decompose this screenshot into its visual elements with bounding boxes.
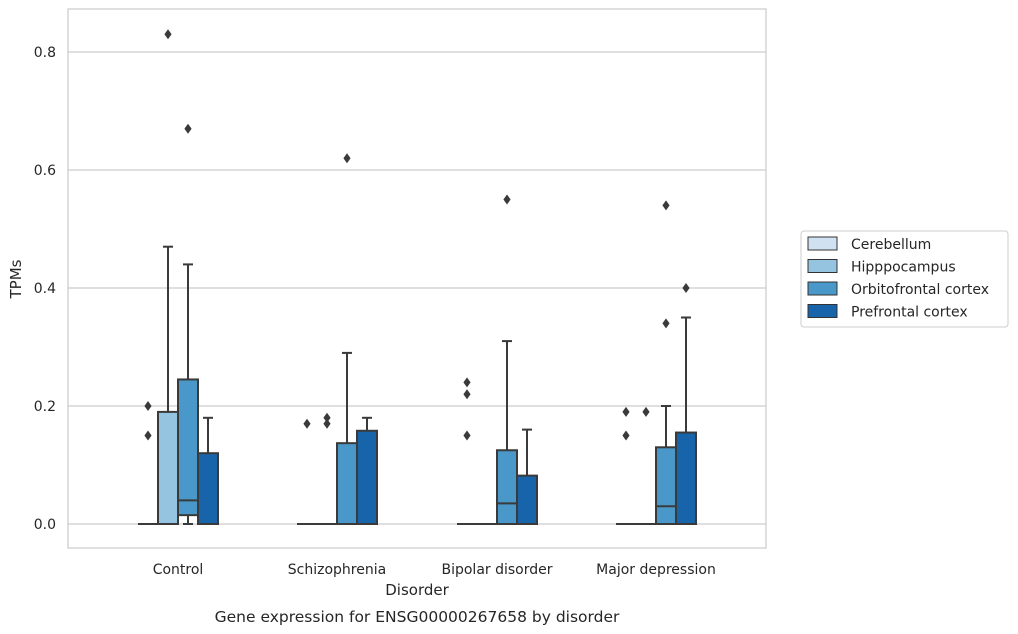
- y-tick-label: 0.4: [34, 281, 56, 297]
- box-orbitofrontal-cortex: [336, 153, 358, 526]
- outlier-point: [503, 194, 511, 205]
- outlier-point: [343, 153, 351, 164]
- box-cerebellum: [457, 377, 477, 525]
- outlier-point: [144, 430, 152, 441]
- box-iqr: [336, 442, 358, 526]
- legend-label: Prefrontal cortex: [851, 305, 968, 321]
- outlier-point: [622, 406, 630, 417]
- x-tick-labels: Control Schizophrenia Bipolar disorder Majo…: [153, 562, 716, 578]
- box-orbitofrontal-cortex: [655, 200, 677, 525]
- box-prefrontal-cortex: [516, 428, 538, 525]
- outlier-point: [463, 389, 471, 400]
- outlier-point: [463, 430, 471, 441]
- outlier-point: [184, 123, 192, 134]
- legend: Cerebellum Hipppocampus Orbitofrontal cort…: [800, 230, 1009, 328]
- box-prefrontal-cortex: [675, 283, 697, 525]
- outlier-point: [323, 418, 331, 429]
- legend-label: Cerebellum: [851, 237, 931, 253]
- box-hipppocampus: [317, 412, 337, 525]
- y-tick-labels: 0.0 0.2 0.4 0.6 0.8: [34, 45, 56, 533]
- box-cerebellum: [297, 418, 317, 525]
- outlier-point: [144, 401, 152, 411]
- box-iqr: [177, 378, 199, 517]
- outlier-point: [303, 418, 311, 429]
- figure-caption: Gene expression for ENSG00000267658 by d…: [215, 608, 620, 626]
- box-iqr: [356, 429, 378, 525]
- box-prefrontal-cortex: [356, 416, 378, 525]
- x-tick-label: Major depression: [596, 562, 716, 578]
- box-cerebellum: [616, 406, 636, 525]
- x-tick-label: Control: [153, 562, 204, 578]
- outlier-point: [323, 412, 331, 423]
- box-iqr: [157, 410, 179, 525]
- y-tick-label: 0.6: [34, 163, 56, 179]
- x-tick-label: Schizophrenia: [288, 562, 386, 578]
- box-iqr: [655, 446, 677, 525]
- outlier-point: [622, 430, 630, 441]
- box-hipppocampus: [636, 406, 656, 525]
- legend-swatch: [807, 281, 838, 296]
- box-orbitofrontal-cortex: [496, 194, 518, 525]
- legend-swatch: [807, 304, 838, 318]
- x-axis-title: Disorder: [385, 581, 449, 599]
- outlier-point: [642, 406, 650, 417]
- y-tick-label: 0.0: [34, 517, 56, 533]
- legend-swatch: [807, 259, 838, 273]
- y-axis-title: TPMs: [7, 259, 25, 299]
- box-hipppocampus: [157, 29, 179, 525]
- outlier-point: [682, 283, 690, 293]
- box-prefrontal-cortex: [197, 416, 219, 526]
- outlier-point: [164, 29, 172, 40]
- x-tick-label: Bipolar disorder: [441, 562, 552, 578]
- outlier-point: [662, 318, 670, 329]
- plot-area-frame: [67, 8, 767, 549]
- outlier-point: [662, 200, 670, 211]
- box-cerebellum: [138, 401, 158, 525]
- legend-frame: [800, 230, 1009, 328]
- legend-label: Hipppocampus: [851, 260, 956, 276]
- outlier-point: [463, 377, 471, 388]
- legend-label: Orbitofrontal cortex: [851, 282, 989, 298]
- y-tick-label: 0.2: [34, 399, 56, 415]
- legend-swatch: [807, 236, 838, 251]
- boxes-layer: [138, 29, 697, 526]
- box-iqr: [496, 449, 518, 525]
- box-iqr: [516, 474, 538, 525]
- box-iqr: [197, 452, 219, 526]
- box-iqr: [675, 431, 697, 525]
- box-orbitofrontal-cortex: [177, 123, 199, 525]
- y-tick-label: 0.8: [34, 45, 56, 61]
